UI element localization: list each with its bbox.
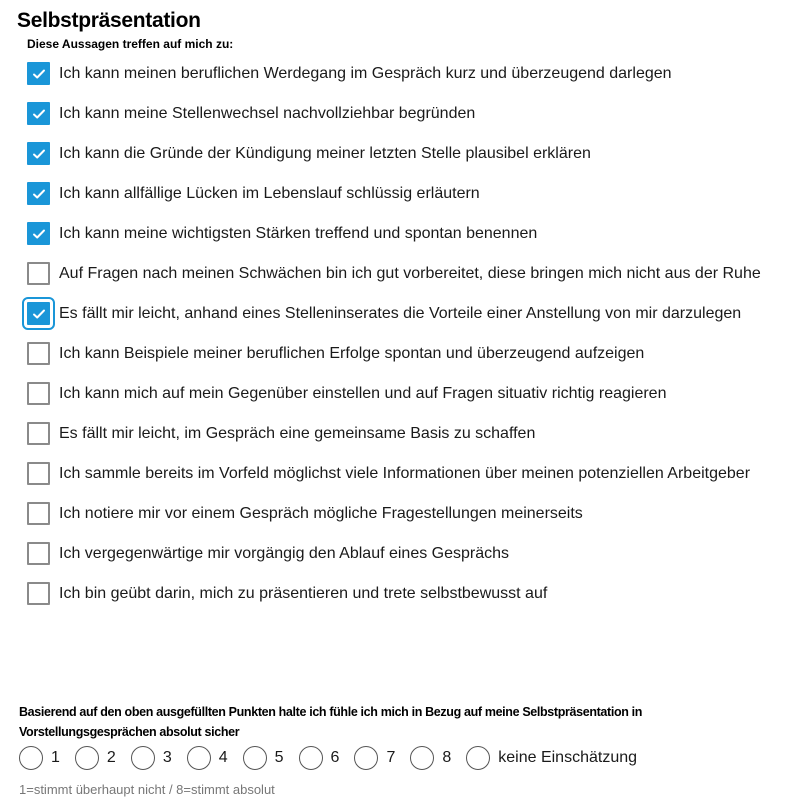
checkbox[interactable] (27, 62, 50, 85)
checkbox-label: Ich bin geübt darin, mich zu präsentiere… (59, 585, 548, 602)
checkbox[interactable] (27, 222, 50, 245)
checkbox[interactable] (27, 382, 50, 405)
rating-option-label: 8 (442, 749, 452, 766)
radio-button[interactable] (74, 746, 99, 770)
rating-option-label: 3 (162, 749, 172, 766)
radio-button[interactable] (242, 746, 267, 770)
page-title: Selbstpräsentation (17, 9, 201, 32)
checkbox-item[interactable]: Ich bin geübt darin, mich zu präsentiere… (27, 582, 777, 606)
rating-option[interactable]: 3 (130, 746, 172, 770)
rating-question: Basierend auf den oben ausgefüllten Punk… (19, 705, 643, 739)
rating-option-label: 2 (106, 749, 116, 766)
rating-option[interactable]: 7 (354, 746, 395, 770)
section-subtitle: Diese Aussagen treffen auf mich zu: (27, 37, 234, 51)
checkmark-icon (32, 149, 45, 158)
checkbox[interactable] (27, 462, 50, 485)
rating-option-label: 5 (274, 749, 284, 766)
rating-option[interactable]: 8 (410, 746, 451, 770)
rating-option[interactable]: keine Einschätzung (466, 746, 637, 770)
checkmark-icon (32, 309, 45, 318)
rating-option-label: keine Einschätzung (498, 749, 638, 766)
checkbox-item[interactable]: Auf Fragen nach meinen Schwächen bin ich… (27, 262, 777, 286)
rating-option[interactable]: 6 (298, 746, 340, 770)
radio-button[interactable] (130, 746, 155, 770)
checkbox-label: Ich kann meinen beruflichen Werdegang im… (59, 65, 672, 82)
rating-radio-group: 1 2 3 4 5 6 7 8 keine Einschätzung (19, 746, 652, 770)
checkbox[interactable] (27, 142, 50, 165)
rating-hint: 1=stimmt überhaupt nicht / 8=stimmt abso… (19, 782, 275, 797)
checkbox-label: Ich kann Beispiele meiner beruflichen Er… (59, 345, 645, 362)
checkbox[interactable] (27, 342, 50, 365)
radio-button[interactable] (186, 746, 211, 770)
checkbox[interactable] (27, 422, 50, 445)
rating-option-label: 7 (386, 749, 396, 766)
checkbox[interactable] (27, 582, 50, 605)
checkbox[interactable] (22, 297, 55, 330)
rating-option[interactable]: 5 (242, 746, 284, 770)
checkbox-label: Ich notiere mir vor einem Gespräch mögli… (59, 505, 583, 522)
checkbox-label: Ich vergegenwärtige mir vorgängig den Ab… (59, 545, 510, 562)
checkbox-label: Es fällt mir leicht, anhand eines Stelle… (59, 305, 742, 322)
checkbox-label: Ich kann mich auf mein Gegenüber einstel… (59, 385, 667, 402)
checkbox-label: Ich kann meine wichtigsten Stärken treff… (59, 225, 538, 242)
radio-button[interactable] (466, 746, 491, 770)
checkbox[interactable] (27, 502, 50, 525)
checkbox-item[interactable]: Ich kann meine Stellenwechsel nachvollzi… (27, 102, 777, 126)
checkbox-item[interactable]: Ich sammle bereits im Vorfeld möglichst … (27, 462, 777, 486)
checkbox-item[interactable]: Ich kann meinen beruflichen Werdegang im… (27, 62, 777, 86)
checkbox-item[interactable]: Ich notiere mir vor einem Gespräch mögli… (27, 502, 777, 526)
checkbox[interactable] (27, 182, 50, 205)
rating-option[interactable]: 4 (186, 746, 228, 770)
checkbox-item[interactable]: Ich kann mich auf mein Gegenüber einstel… (27, 382, 777, 406)
checkbox-item[interactable]: Es fällt mir leicht, im Gespräch eine ge… (27, 422, 777, 446)
checkbox-label: Ich kann die Gründe der Kündigung meiner… (59, 145, 591, 162)
radio-button[interactable] (354, 746, 379, 770)
checkbox-item[interactable]: Ich kann Beispiele meiner beruflichen Er… (27, 342, 777, 366)
checkbox-item[interactable]: Ich kann allfällige Lücken im Lebenslauf… (27, 182, 777, 206)
checkbox-item[interactable]: Ich kann meine wichtigsten Stärken treff… (27, 222, 777, 246)
checkbox-list: Ich kann meinen beruflichen Werdegang im… (22, 62, 777, 622)
checkbox-label: Auf Fragen nach meinen Schwächen bin ich… (59, 265, 761, 282)
checkbox[interactable] (27, 102, 50, 125)
checkbox[interactable] (27, 262, 50, 285)
checkbox-item[interactable]: Es fällt mir leicht, anhand eines Stelle… (22, 297, 777, 330)
checkbox-label: Ich sammle bereits im Vorfeld möglichst … (59, 465, 751, 482)
checkmark-icon (32, 69, 45, 78)
checkbox-label: Es fällt mir leicht, im Gespräch eine ge… (59, 425, 536, 442)
rating-option-label: 1 (51, 749, 60, 766)
radio-button[interactable] (298, 746, 323, 770)
checkbox-item[interactable]: Ich kann die Gründe der Kündigung meiner… (27, 142, 777, 166)
rating-option[interactable]: 2 (74, 746, 116, 770)
checkmark-icon (32, 109, 45, 118)
checkmark-icon (32, 189, 45, 198)
rating-option[interactable]: 1 (19, 746, 60, 770)
checkbox[interactable] (27, 542, 50, 565)
checkmark-icon (32, 229, 45, 238)
checkbox-label: Ich kann allfällige Lücken im Lebenslauf… (59, 185, 480, 202)
checkbox-item[interactable]: Ich vergegenwärtige mir vorgängig den Ab… (27, 542, 777, 566)
rating-option-label: 4 (218, 749, 228, 766)
radio-button[interactable] (19, 746, 43, 770)
radio-button[interactable] (410, 746, 435, 770)
checkbox-label: Ich kann meine Stellenwechsel nachvollzi… (59, 105, 476, 122)
rating-option-label: 6 (330, 749, 340, 766)
